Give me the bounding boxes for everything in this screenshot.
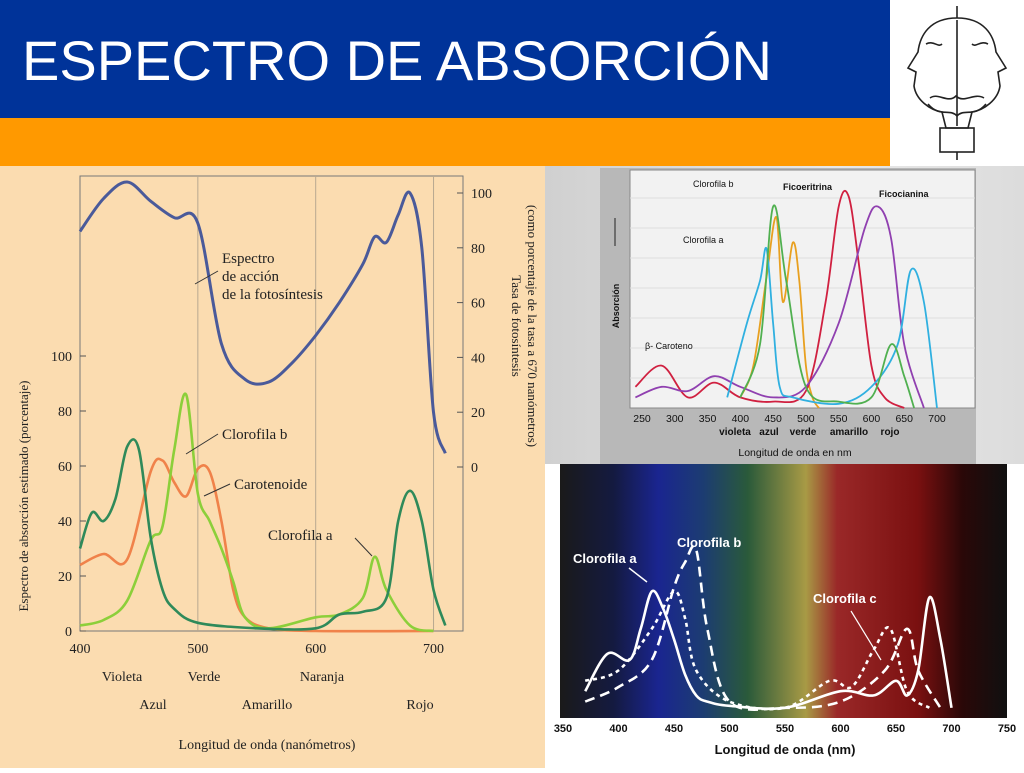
x-tick-label: 300	[666, 413, 684, 425]
x-tick-label: 400	[70, 642, 91, 657]
label-clorofila-b: Clorofila b	[693, 179, 734, 189]
color-name: verde	[790, 427, 817, 438]
label-ficocianina: Ficocianina	[879, 189, 930, 199]
page-title: ESPECTRO DE ABSORCIÓN	[22, 29, 772, 92]
series-line-clorofila-b	[584, 544, 942, 711]
chart-action-spectrum: 0 20 40 60 80 100 0 20 40 60 80 100 400 500 600 700 Viol…	[0, 166, 545, 768]
chart-pigment-absorption: 250 300 350 400 450 500 550 600 650 700 violeta azu…	[545, 166, 1024, 464]
plot-frame	[79, 175, 464, 632]
y-tick-label-left: 80	[58, 405, 72, 420]
x-tick-label: 450	[665, 723, 683, 735]
annotation-leader	[185, 433, 219, 455]
y-tick-label-left: 60	[58, 460, 72, 475]
label-clorofila-a: Clorofila a	[683, 235, 724, 245]
series-line-clorofila-a	[726, 246, 938, 409]
y-tick-label-right: 20	[471, 406, 485, 421]
x-tick-label: 550	[776, 723, 794, 735]
title-banner: ESPECTRO DE ABSORCIÓN	[0, 0, 890, 118]
y-axis-label-right: Tasa de fotosíntesis	[509, 275, 524, 377]
x-tick-label: 600	[863, 413, 881, 425]
x-tick-label: 700	[423, 642, 444, 657]
series-line-ficocianina	[635, 205, 925, 409]
y-tick-label-left: 100	[51, 350, 72, 365]
color-name: Azul	[139, 698, 166, 713]
x-tick-label: 500	[720, 723, 738, 735]
x-tick-label: 350	[699, 413, 717, 425]
series-line-espectro-de-acci-n-de-la-fotos-ntesis	[78, 180, 447, 454]
annotation-action: Espectro	[222, 251, 274, 267]
x-axis-label: Longitud de onda (nanómetros)	[179, 738, 356, 753]
label-clorofila-c: Clorofila c	[813, 591, 877, 606]
chlorophyll-spectrum-svg: 350 400 450 500 550 600 650 700 750 Longitud de o…	[554, 464, 1016, 757]
x-tick-label: 500	[797, 413, 815, 425]
series-line-clorofila-a	[584, 589, 953, 710]
label-caroteno: β- Caroteno	[645, 341, 693, 351]
orange-bar	[0, 118, 890, 166]
color-name: Violeta	[102, 670, 143, 685]
x-tick-label: 400	[609, 723, 627, 735]
x-tick-label: 250	[633, 413, 651, 425]
y-tick-label-left: 0	[65, 625, 72, 640]
annotation-leader	[203, 483, 231, 497]
label-ficoeritrina: Ficoeritrina	[783, 182, 833, 192]
y-tick-label-right: 100	[471, 187, 492, 202]
x-tick-label: 500	[187, 642, 208, 657]
color-name: azul	[759, 427, 779, 438]
annotation-action: de la fotosíntesis	[222, 287, 323, 303]
janus-two-faced-head-icon	[906, 6, 1008, 160]
plot-frame	[629, 169, 976, 409]
annotation-leader	[194, 270, 219, 285]
y-axis-label: Absorción	[611, 284, 621, 329]
annotation-leader	[850, 610, 882, 661]
logo	[890, 0, 1024, 166]
x-tick-label: 350	[554, 723, 572, 735]
series-line-clorofila-b	[739, 216, 820, 409]
y-axis-label-left: Espectro de absorción estimado (porcenta…	[16, 380, 31, 611]
annotation-clorofila-a: Clorofila a	[268, 528, 333, 544]
color-name: rojo	[881, 427, 900, 438]
pigment-absorption-svg: 250 300 350 400 450 500 550 600 650 700 violeta azu…	[600, 168, 976, 464]
y-tick-label-right: 40	[471, 351, 485, 366]
x-tick-label: 700	[942, 723, 960, 735]
x-axis-label: Longitud de onda en nm	[738, 447, 852, 459]
x-tick-label: 650	[887, 723, 905, 735]
annotation-leader	[354, 537, 373, 557]
y-axis-label-right-2: (como porcentaje de la tasa a 670 nanóme…	[525, 205, 540, 447]
annotation-carotenoide: Carotenoide	[234, 477, 308, 493]
y-tick-label-right: 60	[471, 297, 485, 312]
color-name: Rojo	[406, 698, 433, 713]
annotation-action: de acción	[222, 269, 280, 285]
spectrum-background	[560, 464, 1007, 718]
y-tick-label-left: 40	[58, 515, 72, 530]
x-tick-label: 600	[831, 723, 849, 735]
series-line-clorofila-a	[78, 438, 447, 631]
x-tick-label: 750	[998, 723, 1016, 735]
label-clorofila-a: Clorofila a	[573, 551, 637, 566]
x-tick-label: 400	[732, 413, 750, 425]
x-tick-label: 650	[895, 413, 913, 425]
x-tick-label: 550	[830, 413, 848, 425]
x-axis-label: Longitud de onda (nm)	[715, 742, 856, 757]
series-line-ficoeritrina	[634, 189, 905, 409]
x-tick-label: 450	[764, 413, 782, 425]
color-name: Verde	[188, 670, 221, 685]
color-name: violeta	[719, 427, 751, 438]
x-tick-label: 600	[305, 642, 326, 657]
chart-chlorophyll-spectrum: 350 400 450 500 550 600 650 700 750 Longitud de o…	[545, 464, 1024, 768]
y-tick-label-right: 80	[471, 242, 485, 257]
color-name: Amarillo	[242, 698, 293, 713]
y-tick-label-right: 0	[471, 461, 478, 476]
action-spectrum-svg: 0 20 40 60 80 100 0 20 40 60 80 100 400 500 600 700 Viol…	[16, 175, 540, 753]
series-line--caroteno	[739, 204, 915, 409]
y-tick-label-left: 20	[58, 570, 72, 585]
annotation-leader	[628, 567, 648, 583]
color-name: Naranja	[300, 670, 345, 685]
label-clorofila-b: Clorofila b	[677, 535, 741, 550]
color-name: amarillo	[830, 427, 868, 438]
annotation-clorofila-b: Clorofila b	[222, 427, 287, 443]
x-tick-label: 700	[928, 413, 946, 425]
